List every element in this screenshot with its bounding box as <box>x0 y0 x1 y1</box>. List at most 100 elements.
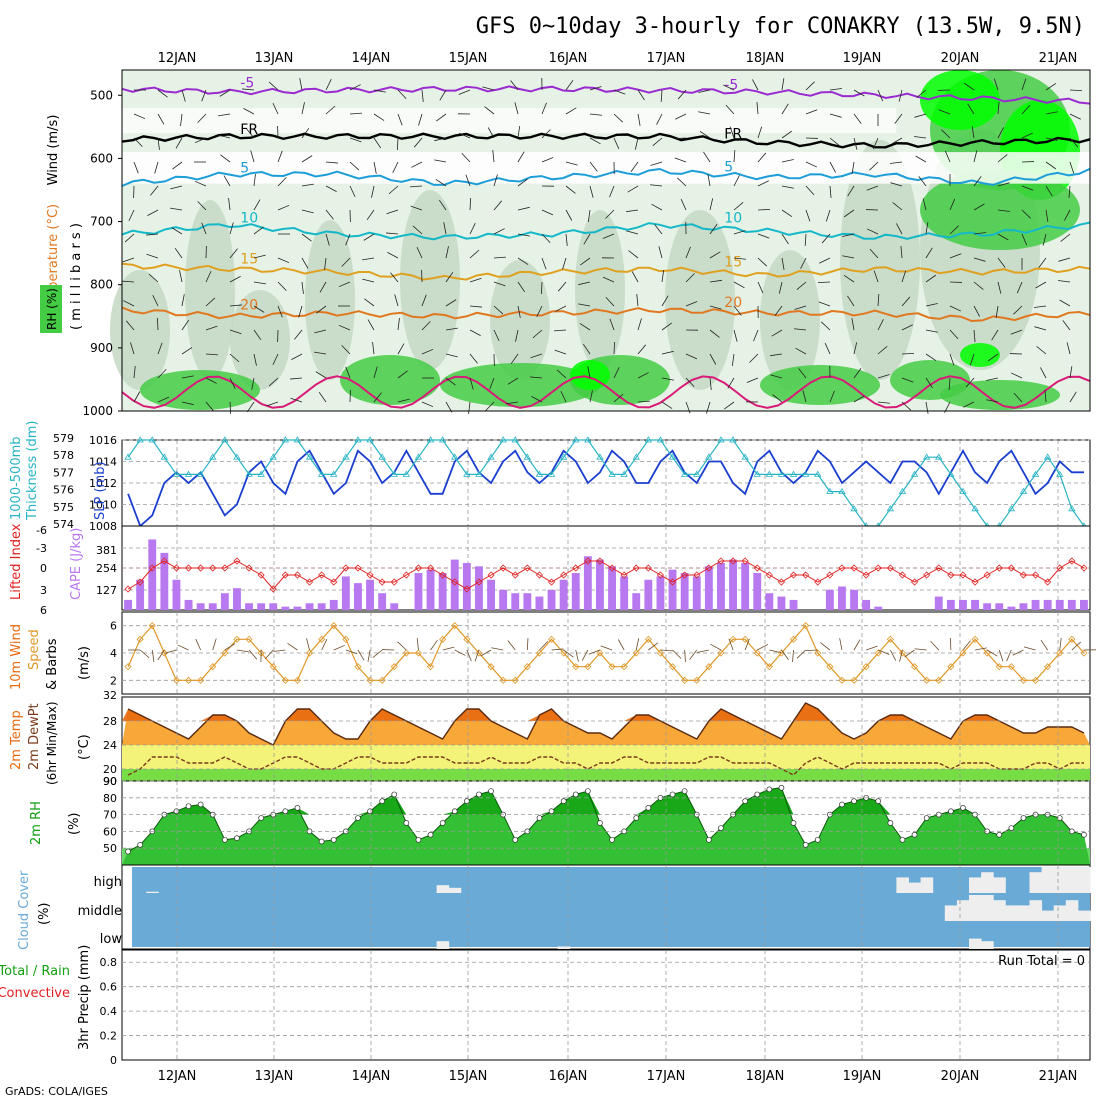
li-marker <box>499 564 507 572</box>
dewpoint-line <box>127 756 1084 776</box>
wind-barb <box>468 401 471 414</box>
thickness-marker <box>245 470 253 477</box>
wind-barb <box>541 102 547 115</box>
cape-bar <box>1055 599 1064 610</box>
contour-label-FR: FR <box>240 122 258 138</box>
wind-barb <box>877 89 884 102</box>
wind-barb <box>589 137 601 145</box>
li-marker <box>402 571 410 579</box>
wind-barb <box>1021 185 1034 191</box>
thickness-marker <box>765 470 774 477</box>
pressure-tick-700: 700 <box>90 215 113 229</box>
wind-barb <box>901 377 914 383</box>
thickness-marker <box>184 470 193 477</box>
thickness-marker <box>559 453 568 460</box>
wind-barb <box>1036 346 1047 355</box>
rh-marker <box>451 808 458 815</box>
li-marker <box>620 571 628 579</box>
wind-barb <box>757 281 764 294</box>
cape-bar <box>825 589 834 610</box>
wind-barb <box>650 161 663 166</box>
cape-bar <box>717 562 725 610</box>
wind-barb <box>731 353 735 366</box>
wind-barb <box>637 372 649 379</box>
rh-marker <box>814 836 821 843</box>
bottom-date-15JAN: 15JAN <box>449 1069 488 1084</box>
wind-barb-10m <box>660 649 673 652</box>
wind-barb <box>1069 366 1073 379</box>
rh-marker <box>173 808 180 815</box>
cloud-cell-middle <box>1077 910 1091 921</box>
wind-barb <box>1010 329 1023 335</box>
contour-10 <box>121 221 1091 241</box>
rh-marker <box>718 825 724 831</box>
wind-barb <box>675 113 687 120</box>
wind-barb <box>652 137 663 147</box>
wind-barb <box>973 305 980 317</box>
upper-air-axis: 500 600 700 800 900 1000 <box>82 88 122 418</box>
wind-barb <box>318 391 327 403</box>
cape-bar <box>523 593 532 610</box>
li-marker <box>511 571 519 579</box>
upper-air-ylabels: ( m i l l i b a r s )Wind (m/s)Temperatu… <box>40 115 84 333</box>
thickness-marker <box>209 453 217 460</box>
wind-barb <box>555 305 567 312</box>
wind-barb-10m <box>333 644 345 651</box>
cloud-cell-middle <box>956 900 970 921</box>
li-marker <box>535 571 544 579</box>
li-marker <box>584 557 592 565</box>
wind-barb-10m <box>474 649 480 662</box>
wind-barb <box>469 329 481 336</box>
wind-barb <box>794 328 807 331</box>
cape-bar <box>959 599 967 610</box>
wind-barb <box>634 137 639 150</box>
wind-barb <box>493 228 505 235</box>
wind-barb <box>253 254 266 259</box>
wind-barb-10m <box>796 649 806 659</box>
li-marker <box>850 564 858 572</box>
wind-barb <box>253 281 266 285</box>
top-date-21JAN: 21JAN <box>1039 51 1078 66</box>
wind-barb <box>219 89 231 97</box>
wind-marker <box>1019 676 1028 684</box>
wind-barb-10m <box>866 645 878 651</box>
wind-barb <box>246 401 255 413</box>
wind-barb <box>820 321 831 331</box>
rh-tick-50: 50 <box>103 842 117 855</box>
li-marker <box>898 571 907 579</box>
cloud-layer-low: low <box>100 932 123 947</box>
rh-marker <box>572 791 579 798</box>
cape-bar <box>608 566 616 610</box>
wind-barb <box>658 246 663 259</box>
wind-barb <box>781 185 794 189</box>
wind-marker <box>898 649 907 657</box>
precip-label-total: Total / Rain <box>0 964 70 979</box>
rh-dry-band <box>122 152 1090 184</box>
slp-tick-1016: 1016 <box>89 434 117 447</box>
li-marker <box>233 557 241 565</box>
wind-barb <box>1058 257 1071 262</box>
cape-bar <box>753 573 762 610</box>
wind-barb <box>661 322 672 331</box>
wind-marker <box>1007 663 1015 671</box>
wind-barb-10m <box>672 649 682 659</box>
wind-barb <box>157 89 168 98</box>
wind-barb <box>205 297 216 307</box>
wind-barb <box>853 137 858 150</box>
wind-barb <box>757 180 769 187</box>
wind-barb <box>997 154 1008 163</box>
wind-barb <box>1045 137 1058 141</box>
cape-bar <box>789 599 798 610</box>
wind-barb <box>373 366 378 379</box>
rh-marker <box>778 784 785 791</box>
wind-barb <box>819 257 831 264</box>
rh-marker <box>597 820 603 826</box>
wind-marker <box>596 649 604 657</box>
li-marker <box>330 578 338 586</box>
wind-barb <box>493 200 503 211</box>
wind-barb <box>205 325 218 331</box>
cape-bar <box>1067 599 1076 610</box>
wind10m-content: 2 4 6 10m Wind Speed & Barbs (m/s) <box>9 612 1096 694</box>
li-marker <box>366 571 374 579</box>
cloud-cell-middle <box>993 900 1006 921</box>
